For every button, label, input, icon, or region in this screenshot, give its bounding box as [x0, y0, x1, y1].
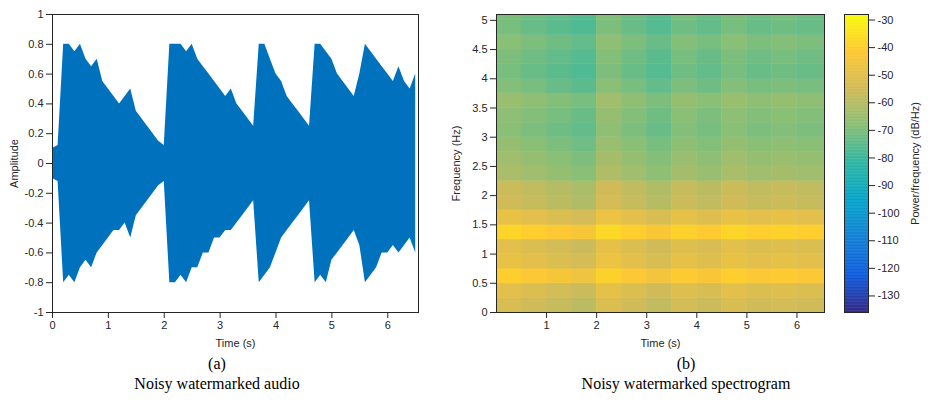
svg-text:2.5: 2.5 [472, 160, 487, 172]
svg-text:0.4: 0.4 [28, 97, 43, 109]
svg-text:1.5: 1.5 [472, 218, 487, 230]
svg-text:5: 5 [329, 319, 335, 331]
svg-text:5: 5 [744, 319, 750, 331]
svg-text:5: 5 [481, 14, 487, 26]
svg-text:6: 6 [794, 319, 800, 331]
html-text:Noisy watermarked spectrogram: Noisy watermarked spectrogram [581, 375, 791, 392]
svg-text:6: 6 [385, 319, 391, 331]
svg-text:Amplitude: Amplitude [8, 139, 20, 188]
svg-text:0.2: 0.2 [28, 127, 43, 139]
svg-text:0: 0 [481, 306, 487, 318]
svg-text:3: 3 [481, 131, 487, 143]
svg-text:4: 4 [694, 319, 700, 331]
html-text:(a): (a) [208, 355, 226, 372]
svg-text:Frequency (Hz): Frequency (Hz) [450, 126, 462, 202]
svg-text:-130: -130 [878, 289, 900, 301]
svg-text:-40: -40 [878, 41, 894, 53]
svg-text:0: 0 [37, 157, 43, 169]
svg-text:-30: -30 [878, 14, 894, 26]
svg-text:4: 4 [273, 319, 279, 331]
svg-text:-110: -110 [878, 234, 899, 246]
svg-text:0.5: 0.5 [472, 277, 487, 289]
svg-text:3.5: 3.5 [472, 102, 487, 114]
svg-text:0.8: 0.8 [28, 38, 43, 50]
svg-text:Time (s): Time (s) [641, 337, 681, 349]
html-text:(b): (b) [676, 355, 696, 372]
svg-text:1: 1 [481, 248, 487, 260]
svg-text:2: 2 [481, 189, 487, 201]
svg-text:3: 3 [217, 319, 223, 331]
svg-text:-0.4: -0.4 [25, 217, 44, 229]
svg-text:3: 3 [644, 319, 650, 331]
svg-text:2: 2 [594, 319, 600, 331]
svg-text:0.6: 0.6 [28, 68, 43, 80]
svg-text:-60: -60 [878, 96, 894, 108]
svg-text:-1: -1 [34, 306, 44, 318]
html-text:Noisy watermarked audio: Noisy watermarked audio [134, 375, 300, 392]
svg-text:1: 1 [37, 8, 43, 20]
svg-text:-120: -120 [878, 262, 900, 274]
svg-text:1: 1 [544, 319, 550, 331]
svg-text:Time (s): Time (s) [216, 337, 256, 349]
svg-text:-0.2: -0.2 [25, 187, 44, 199]
svg-text:4: 4 [481, 72, 487, 84]
svg-text:-90: -90 [878, 179, 894, 191]
svg-text:-50: -50 [878, 69, 894, 81]
svg-text:-0.8: -0.8 [25, 276, 44, 288]
svg-text:-80: -80 [878, 152, 894, 164]
svg-text:0: 0 [49, 319, 55, 331]
svg-text:1: 1 [105, 319, 111, 331]
svg-text:4.5: 4.5 [472, 43, 487, 55]
svg-text:-70: -70 [878, 124, 894, 136]
svg-text:-100: -100 [878, 207, 900, 219]
svg-text:Power/frequency (dB/Hz): Power/frequency (dB/Hz) [909, 102, 921, 225]
svg-text:2: 2 [161, 319, 167, 331]
svg-text:-0.6: -0.6 [25, 246, 44, 258]
